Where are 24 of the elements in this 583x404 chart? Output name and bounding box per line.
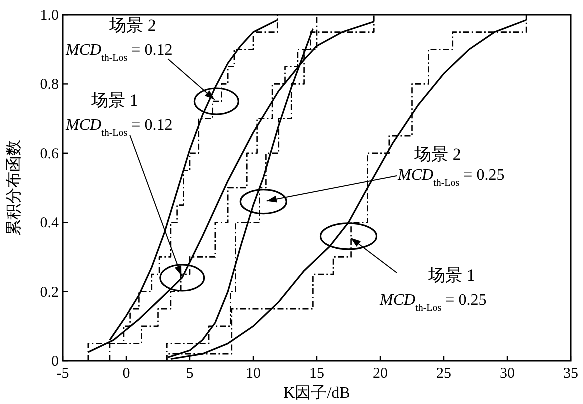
x-tick-label: 35 xyxy=(564,366,578,382)
x-tick-label: 10 xyxy=(246,366,261,382)
y-tick-label: 0.4 xyxy=(40,216,60,232)
y-axis-title: 累积分布函数 xyxy=(6,140,23,236)
annotation: 场景 2 MCD$_{th-Los}$ = 0.25 xyxy=(240,145,505,215)
annotation: 场景 1 MCD$_{th-Los}$ = 0.12 xyxy=(65,91,173,138)
x-tick-label: 5 xyxy=(186,366,194,382)
annotation: 场景 1 MCD$_{th-Los}$ = 0.12 xyxy=(66,91,206,292)
y-tick-label: 1.0 xyxy=(40,8,59,24)
x-tick-label: 0 xyxy=(122,366,130,382)
annotation: 场景 1 MCD$_{th-Los}$ = 0.25 xyxy=(379,266,487,314)
x-tick-label: 20 xyxy=(373,366,388,382)
x-tick-label: 25 xyxy=(436,366,452,382)
x-tick-label: 30 xyxy=(500,366,515,382)
x-tick-label: 15 xyxy=(310,366,324,382)
x-axis-title: K因子/dB xyxy=(284,385,350,402)
y-tick-label: 0 xyxy=(52,354,59,370)
annotation: 场景 1 MCD$_{th-Los}$ = 0.25 xyxy=(320,222,487,314)
y-tick-label: 0.2 xyxy=(40,284,59,301)
x-tick-label: -5 xyxy=(56,366,70,382)
y-tick-label: 0.6 xyxy=(40,146,60,162)
y-tick-label: 0.8 xyxy=(40,77,59,94)
annotation: 场景 2 MCD$_{th-Los}$ = 0.25 xyxy=(397,145,505,188)
annotation: 场景 2 MCD$_{th-Los}$ = 0.12 xyxy=(65,16,173,64)
